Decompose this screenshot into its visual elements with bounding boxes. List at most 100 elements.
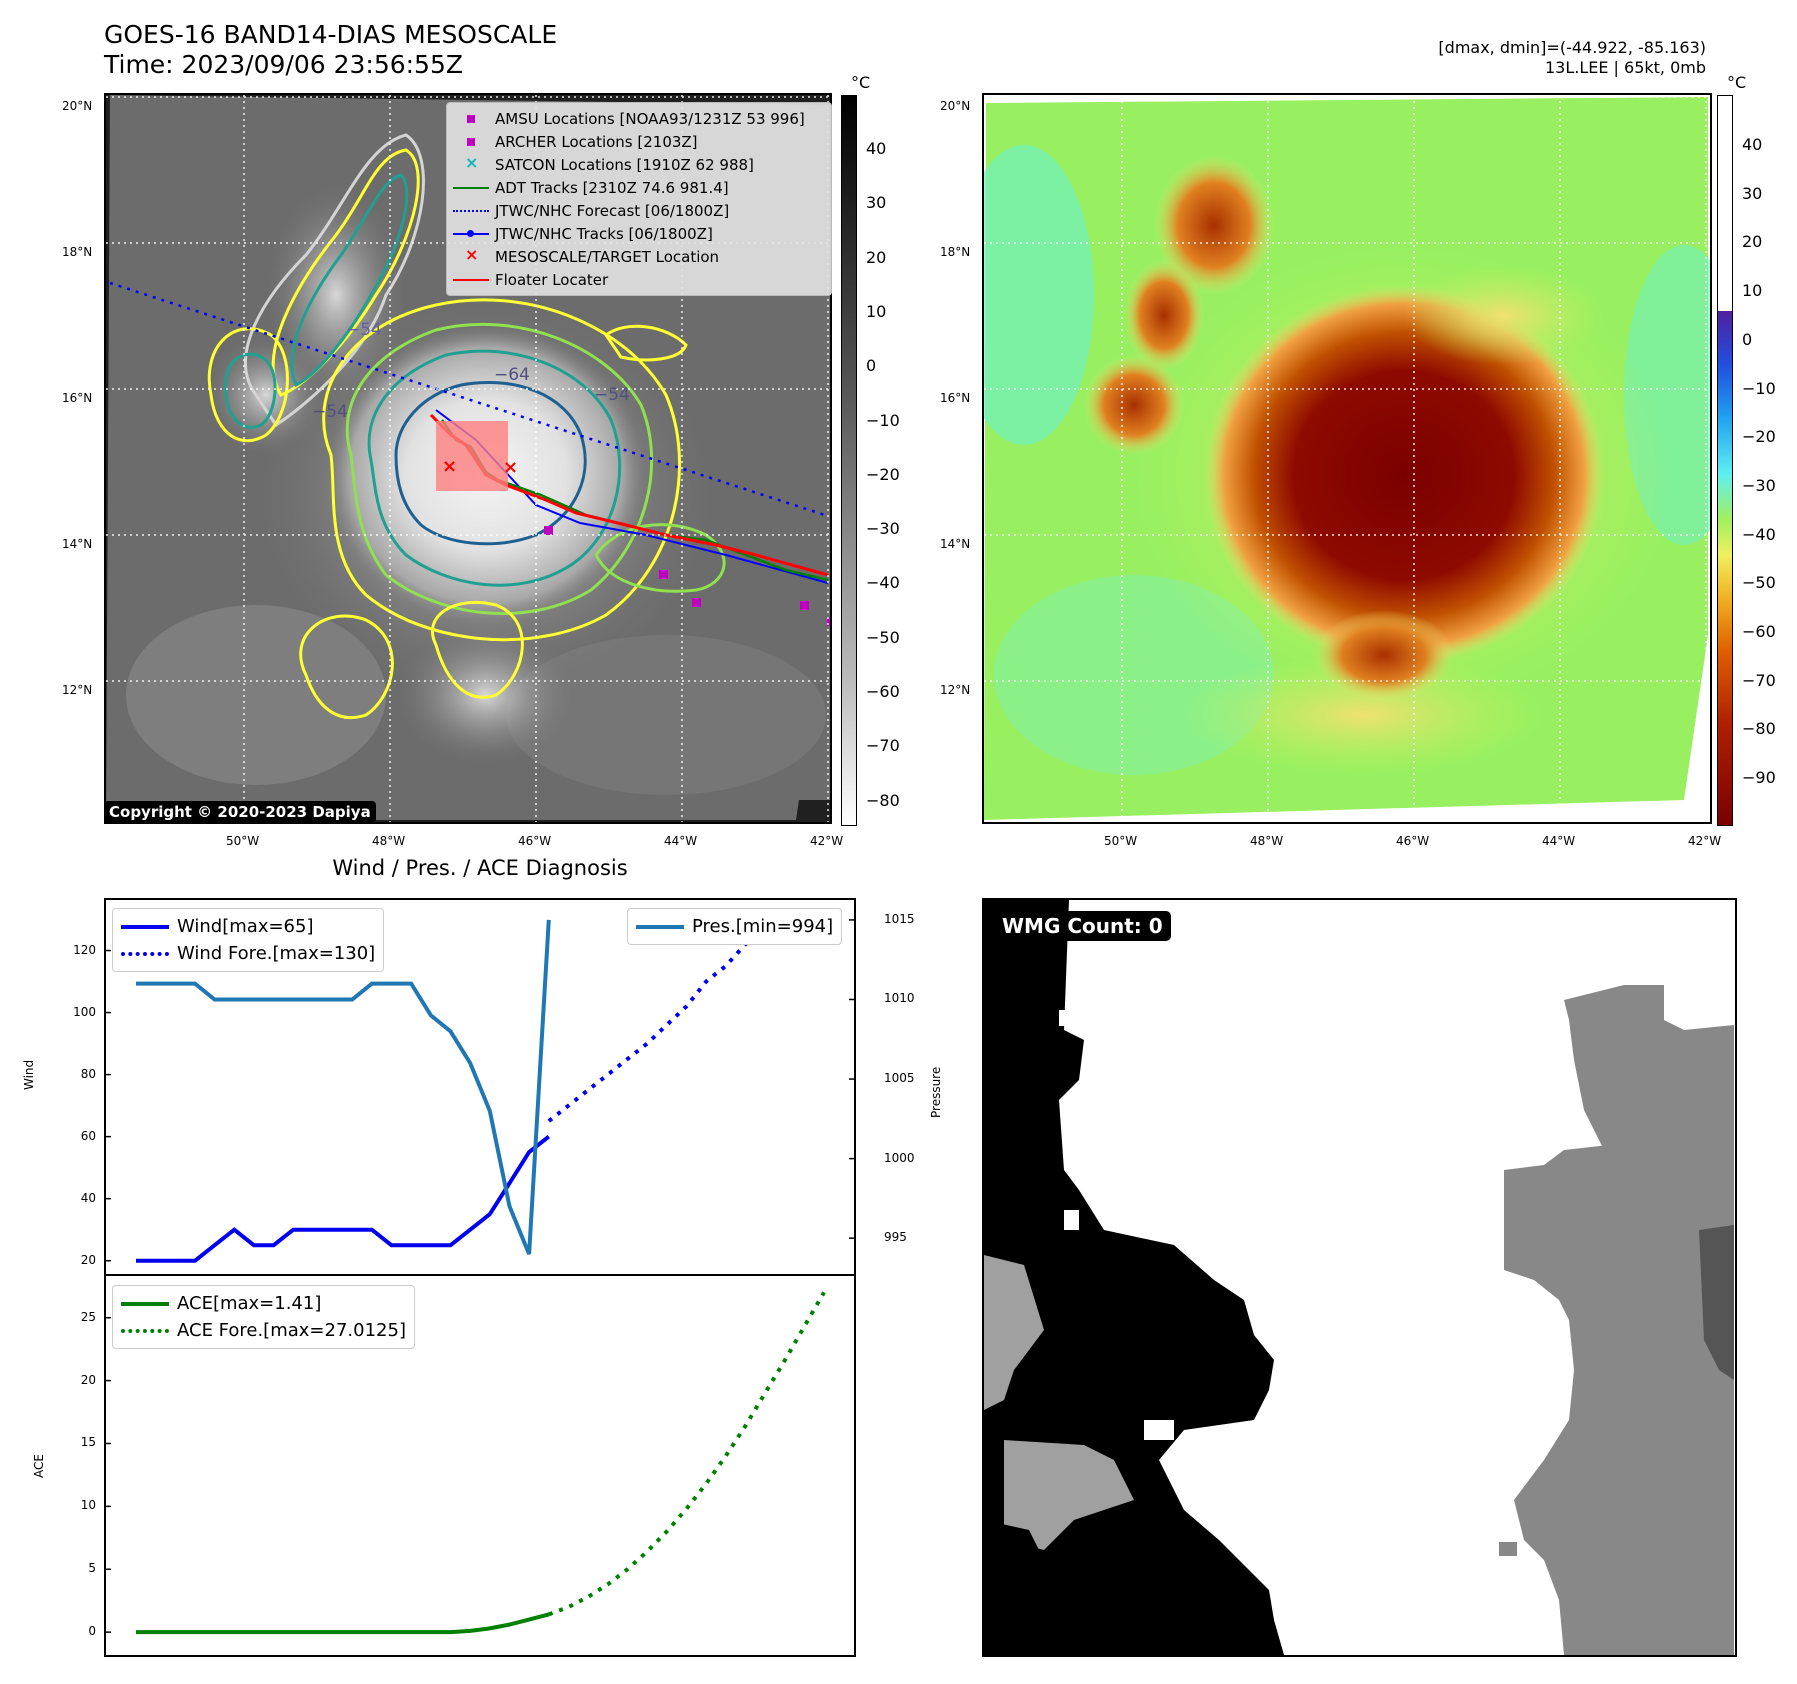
wind-pres-plot (106, 917, 854, 1263)
pressure-legend: Pres.[min=994] (627, 908, 843, 945)
ace-ytick-label: 0 (88, 1624, 96, 1639)
lat-label: 18°N (62, 245, 93, 259)
lat-label: 18°N (940, 245, 971, 259)
ir-map-legend: AMSU Locations [NOAA93/1231Z 53 996] ARC… (446, 102, 832, 296)
timestamp: Time: 2023/09/06 23:56:55Z (104, 50, 463, 79)
lon-label: 44°W (664, 834, 698, 848)
wmg-image (984, 900, 1734, 1655)
colorbar-tick-label: −20 (866, 464, 900, 484)
legend-label: Pres.[min=994] (692, 916, 834, 937)
dias-map-image (984, 95, 1710, 822)
colorbar-unit: °C (851, 73, 871, 92)
ace-ytick-label: 25 (80, 1309, 96, 1324)
blue-line-dot-icon (453, 227, 489, 241)
colorbar-tick-label: 0 (1742, 329, 1753, 349)
lat-label: 14°N (62, 537, 93, 551)
colorbar-tick-label: 30 (866, 193, 887, 213)
chart-title: GOES-16 BAND14-DIAS MESOSCALE (104, 20, 558, 49)
legend-item-wind: Wind[max=65] (121, 913, 375, 940)
legend-label: ACE Fore.[max=27.0125] (177, 1320, 406, 1341)
colorbar-tick-label: −20 (1742, 427, 1776, 447)
colorbar-tick-label: 30 (1742, 183, 1763, 203)
colorbar-tick-label: 40 (866, 139, 887, 158)
colorbar-tick-label: −80 (866, 790, 900, 810)
legend-label: AMSU Locations [NOAA93/1231Z 53 996] (495, 109, 805, 128)
steelblue-line-icon (636, 923, 684, 931)
pressure-ytick-label: 1015 (884, 911, 915, 926)
ace-axis-label: ACE (32, 1454, 46, 1478)
colorbar-tick-label: −40 (1742, 524, 1776, 544)
legend-item-pressure: Pres.[min=994] (636, 913, 833, 940)
ace-plot (106, 1291, 826, 1635)
magenta-square-icon (453, 135, 489, 149)
lat-label: 14°N (940, 537, 971, 551)
legend-label: Floater Locater (495, 270, 609, 289)
ace-ytick-label: 5 (88, 1561, 96, 1576)
diagnosis-title: Wind / Pres. / ACE Diagnosis (332, 856, 628, 880)
contour-label: −54 (594, 385, 630, 405)
pressure-ytick-label: 1005 (884, 1071, 915, 1086)
legend-item-archer: ARCHER Locations [2103Z] (453, 130, 825, 153)
legend-label: JTWC/NHC Forecast [06/1800Z] (495, 201, 730, 220)
green-dotted-line-icon (121, 1327, 169, 1335)
blue-dotted-line-icon (453, 204, 489, 218)
legend-label: JTWC/NHC Tracks [06/1800Z] (495, 224, 713, 243)
storm-info-text: 13L.LEE | 65kt, 0mb (1544, 58, 1706, 77)
wind-ytick-label: 60 (80, 1128, 96, 1143)
lat-label: 12°N (62, 683, 93, 697)
colorbar-tick-label: −10 (1742, 378, 1776, 398)
wmg-count-badge: WMG Count: 0 (994, 911, 1171, 941)
legend-label: SATCON Locations [1910Z 62 988] (495, 155, 754, 174)
lon-label: 48°W (1250, 834, 1284, 848)
wind-ytick-label: 40 (80, 1190, 96, 1205)
legend-item-adt: ADT Tracks [2310Z 74.6 981.4] (453, 176, 825, 199)
dias-map-panel (982, 93, 1712, 824)
colorbar-tick-label: 20 (1742, 232, 1763, 252)
colorbar-tick-label: 10 (866, 301, 887, 321)
green-line-icon (453, 181, 489, 195)
pressure-axis-label: Pressure (929, 1066, 943, 1118)
lat-label: 12°N (940, 683, 971, 697)
svg-text:×: × (442, 456, 457, 477)
series-line-0 (136, 1135, 551, 1263)
wind-legend: Wind[max=65] Wind Fore.[max=130] (112, 908, 385, 972)
colorbar-tick-label: −90 (1742, 768, 1776, 788)
lon-label: 46°W (518, 834, 552, 848)
dmax-dmin-text: [dmax, dmin]=(-44.922, -85.163) (1438, 38, 1706, 57)
dias-colorbar (1717, 95, 1733, 826)
cyan-x-icon: × (465, 152, 479, 172)
lon-label: 50°W (226, 834, 260, 848)
wind-axis-label: Wind (22, 1059, 36, 1090)
lon-label: 42°W (1688, 834, 1722, 848)
colorbar-tick-label: −30 (1742, 475, 1776, 495)
legend-label: ACE[max=1.41] (177, 1293, 322, 1314)
legend-item-satcon: × SATCON Locations [1910Z 62 988] (453, 153, 825, 176)
lon-label: 50°W (1104, 834, 1138, 848)
legend-label: Wind Fore.[max=130] (177, 943, 376, 964)
legend-item-ace: ACE[max=1.41] (121, 1290, 406, 1317)
colorbar-tick-label: −70 (866, 736, 900, 756)
magenta-square-icon (453, 112, 489, 126)
blue-line-icon (121, 923, 169, 931)
legend-label: MESOSCALE/TARGET Location (495, 247, 720, 266)
legend-item-wind-forecast: Wind Fore.[max=130] (121, 940, 375, 967)
wmg-panel (982, 898, 1737, 1657)
green-line-icon (121, 1300, 169, 1308)
wind-ytick-label: 120 (73, 942, 96, 957)
lon-label: 48°W (372, 834, 406, 848)
colorbar-tick-label: −60 (1742, 622, 1776, 641)
contour-label: −64 (494, 365, 530, 385)
colorbar-tick-label: 40 (1742, 135, 1763, 154)
svg-text:×: × (503, 457, 518, 478)
series-line-2 (136, 919, 551, 1255)
colorbar-tick-label: −80 (1742, 719, 1776, 739)
wind-ytick-label: 100 (73, 1004, 96, 1019)
pressure-ytick-label: 1000 (884, 1150, 915, 1165)
contour-label: −54 (312, 402, 348, 422)
copyright-badge: Copyright © 2020-2023 Dapiya (104, 801, 376, 823)
legend-label: Wind[max=65] (177, 916, 314, 937)
ace-ytick-label: 20 (80, 1372, 96, 1387)
lon-label: 44°W (1542, 834, 1576, 848)
red-line-icon (453, 273, 489, 287)
colorbar-tick-label: −10 (866, 410, 900, 430)
